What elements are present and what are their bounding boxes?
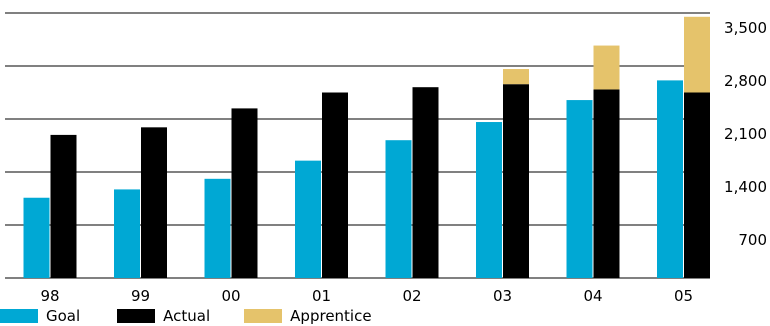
legend-swatch-actual [117, 309, 156, 323]
x-tick-label: 99 [131, 287, 150, 305]
legend-item-actual: Actual [117, 307, 210, 325]
y-tick-label: 2,800 [724, 72, 767, 90]
bar-actual [141, 127, 167, 278]
legend-item-goal: Goal [0, 307, 80, 325]
legend-swatch-apprentice [244, 309, 283, 323]
x-tick-label: 00 [221, 287, 240, 305]
x-tick-label: 03 [493, 287, 512, 305]
y-tick-label: 2,100 [724, 125, 767, 143]
bar-goal [566, 100, 593, 278]
bar-goal [295, 160, 321, 278]
bar-goal [385, 140, 412, 278]
legend-label-goal: Goal [46, 307, 81, 325]
bar-goal [657, 80, 683, 278]
bar-actual [503, 84, 529, 279]
y-tick-label: 700 [738, 231, 767, 249]
x-tick-label: 05 [674, 287, 693, 305]
y-tick-label: 1,400 [724, 178, 767, 196]
bar-actual [231, 108, 258, 279]
bar-actual [412, 87, 439, 278]
bar-apprentice [503, 69, 529, 85]
y-tick-label: 3,500 [724, 19, 767, 37]
legend-item-apprentice: Apprentice [244, 307, 372, 325]
bar-actual [684, 92, 710, 278]
bar-goal [23, 197, 50, 278]
bar-goal [114, 189, 140, 278]
legend: Goal Actual Apprentice [0, 306, 398, 326]
x-tick-label: 98 [40, 287, 59, 305]
legend-label-actual: Actual [163, 307, 211, 325]
bar-goal [204, 178, 231, 278]
bar-apprentice [593, 45, 620, 90]
bar-apprentice [684, 16, 710, 93]
bar-goal [476, 122, 502, 279]
x-tick-label: 04 [583, 287, 602, 305]
x-tick-label: 02 [402, 287, 421, 305]
x-tick-label: 01 [312, 287, 331, 305]
legend-label-apprentice: Apprentice [290, 307, 372, 325]
legend-swatch-goal [0, 309, 38, 323]
bar-actual [593, 89, 620, 278]
bar-actual [50, 134, 77, 278]
bar-actual [322, 92, 348, 278]
